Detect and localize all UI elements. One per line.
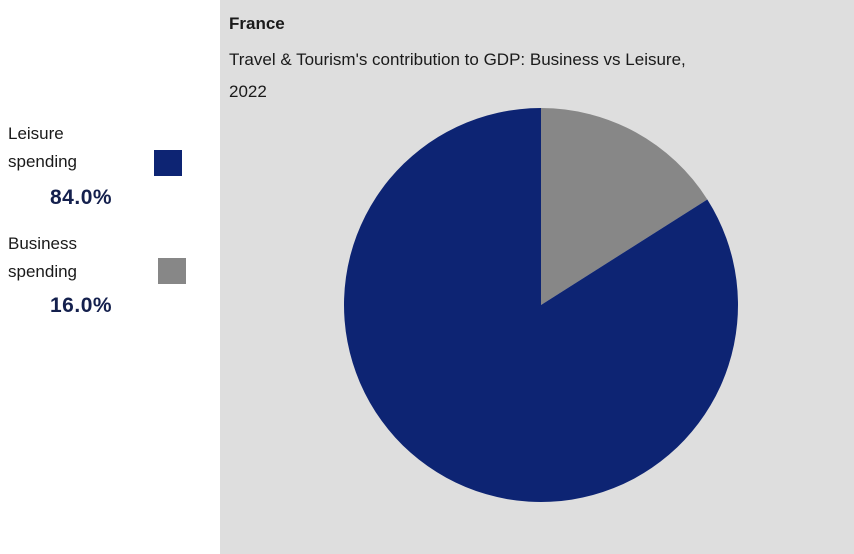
legend-entry-business: Business spending 16.0% <box>8 230 208 326</box>
legend-label-leisure: Leisure spending <box>8 124 78 171</box>
pie-chart <box>344 108 738 502</box>
legend-entry-leisure: Leisure spending 84.0% <box>8 120 208 216</box>
chart-legend: Leisure spending 84.0% Business spending… <box>0 0 220 554</box>
chart-subtitle: Travel & Tourism's contribution to GDP: … <box>229 50 686 101</box>
legend-swatch-business <box>158 258 186 284</box>
legend-value-business: 16.0% <box>50 294 113 317</box>
pie-slice-business-spending <box>541 108 708 305</box>
pie-slice-leisure-spending <box>344 108 738 502</box>
chart-title: France <box>229 14 285 33</box>
chart-panel: France Travel & Tourism's contribution t… <box>220 0 854 554</box>
legend-swatch-leisure <box>154 150 182 176</box>
legend-label-business: Business spending <box>8 234 78 281</box>
legend-value-leisure: 84.0% <box>50 186 113 209</box>
